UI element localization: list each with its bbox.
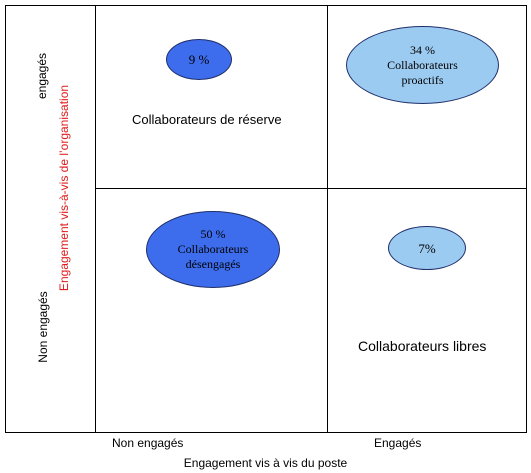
- bubble-reserve: 9 %: [166, 39, 232, 80]
- bubble-libres-text: 7%: [418, 240, 436, 256]
- bubble-proactifs-text: 34 % Collaborateurs proactifs: [387, 42, 458, 87]
- bubble-desengages-text: 50 % Collaborateurs désengagés: [177, 227, 249, 271]
- bubble-proactifs: 34 % Collaborateurs proactifs: [346, 26, 499, 104]
- bubble-reserve-text: 9 %: [188, 52, 210, 67]
- column-divider: [327, 5, 328, 433]
- quadrant-label-libres: Collaborateurs libres: [358, 338, 487, 354]
- matrix-frame: [5, 5, 527, 433]
- quadrant-label-reserve: Collaborateurs de réserve: [132, 112, 282, 127]
- bubble-desengages: 50 % Collaborateurs désengagés: [146, 211, 280, 288]
- x-tick-engages: Engagés: [374, 436, 422, 450]
- x-axis-label: Engagement vis à vis du poste: [183, 456, 348, 470]
- y-axis-divider: [95, 5, 96, 433]
- y-tick-engages: engagés: [35, 52, 49, 100]
- y-axis-label: Engagement vis-à-vis de l’organisation: [57, 84, 71, 292]
- x-tick-non-engages: Non engagés: [112, 436, 184, 450]
- y-tick-non-engages: Non engagés: [36, 291, 50, 363]
- bubble-libres: 7%: [388, 226, 466, 270]
- row-divider: [95, 188, 527, 189]
